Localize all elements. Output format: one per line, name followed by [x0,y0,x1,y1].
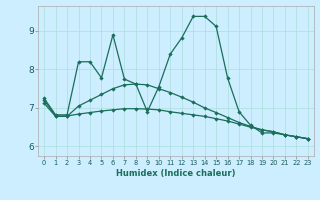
X-axis label: Humidex (Indice chaleur): Humidex (Indice chaleur) [116,169,236,178]
